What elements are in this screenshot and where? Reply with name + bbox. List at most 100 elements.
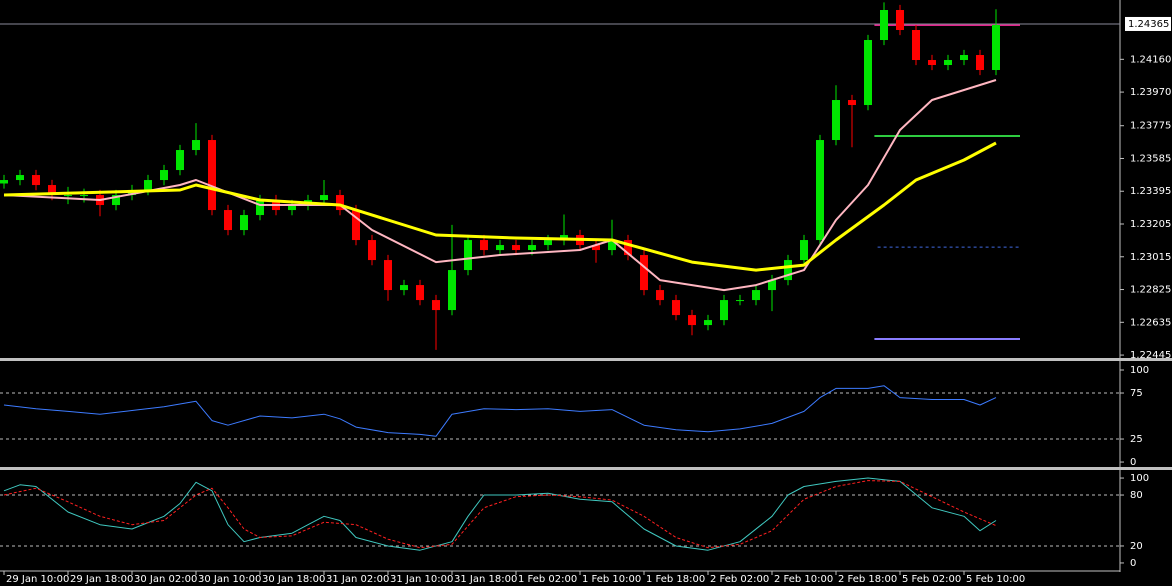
candle-body	[704, 320, 712, 326]
candle-body	[384, 260, 392, 291]
x-tick-label: 29 Jan 10:00	[6, 574, 69, 585]
indicator-line	[3, 385, 997, 437]
candle-body	[336, 195, 344, 211]
x-tick-label: 30 Jan 18:00	[262, 574, 325, 585]
candle-body	[656, 290, 664, 301]
candle-body	[992, 25, 1000, 71]
candle-body	[432, 300, 440, 311]
y-tick-label: 0	[1130, 558, 1136, 569]
x-tick-label: 2 Feb 18:00	[838, 574, 897, 585]
candle-body	[608, 240, 616, 251]
candle-body	[0, 180, 8, 184]
candle-body	[144, 180, 152, 191]
x-tick-label: 5 Feb 10:00	[966, 574, 1025, 585]
y-tick-label: 1.23775	[1130, 121, 1171, 132]
candle-body	[368, 240, 376, 261]
candle-body	[944, 60, 952, 66]
candle-body	[720, 300, 728, 321]
x-tick-label: 31 Jan 18:00	[454, 574, 517, 585]
candle-body	[448, 270, 456, 311]
candle-body	[480, 240, 488, 251]
candle-body	[64, 195, 72, 197]
candle-body	[176, 150, 184, 171]
candle-body	[624, 240, 632, 256]
y-tick-label: 20	[1130, 541, 1143, 552]
candle-body	[208, 140, 216, 211]
candle-body	[800, 240, 808, 261]
candle-body	[736, 300, 744, 302]
candle-body	[352, 210, 360, 241]
candle-body	[320, 195, 328, 201]
candle-body	[688, 315, 696, 326]
candle-body	[832, 100, 840, 141]
candle-body	[768, 280, 776, 291]
x-tick-label: 2 Feb 10:00	[774, 574, 833, 585]
candle-body	[32, 175, 40, 186]
candle-body	[240, 215, 248, 231]
x-tick-label: 5 Feb 02:00	[902, 574, 961, 585]
x-tick-label: 2 Feb 02:00	[710, 574, 769, 585]
x-tick-label: 1 Feb 10:00	[582, 574, 641, 585]
x-tick-label: 31 Jan 02:00	[326, 574, 389, 585]
candle-body	[544, 240, 552, 246]
y-tick-label: 1.22445	[1130, 350, 1171, 361]
candle-body	[848, 100, 856, 106]
candle-body	[512, 245, 520, 251]
x-tick-label: 1 Feb 18:00	[646, 574, 705, 585]
candle-body	[288, 205, 296, 211]
candle-body	[912, 30, 920, 61]
candle-body	[592, 245, 600, 251]
y-tick-label: 75	[1130, 388, 1143, 399]
candle-body	[672, 300, 680, 316]
candle-body	[896, 10, 904, 31]
moving-average	[3, 79, 997, 292]
candle-body	[224, 210, 232, 231]
y-tick-label: 1.24160	[1130, 54, 1171, 65]
candle-body	[496, 245, 504, 251]
y-tick-label: 1.22825	[1130, 285, 1171, 296]
x-tick-label: 30 Jan 02:00	[134, 574, 197, 585]
y-tick-label: 1.22635	[1130, 317, 1171, 328]
candle-body	[976, 55, 984, 71]
y-tick-label: 25	[1130, 434, 1143, 445]
candle-body	[16, 175, 24, 181]
candle-body	[112, 195, 120, 206]
candle-body	[464, 240, 472, 271]
x-tick-label: 30 Jan 10:00	[198, 574, 261, 585]
candle-body	[752, 290, 760, 301]
moving-average	[3, 141, 997, 272]
x-tick-label: 29 Jan 18:00	[70, 574, 133, 585]
candle-body	[880, 10, 888, 41]
y-tick-label: 1.23585	[1130, 153, 1171, 164]
y-tick-label: 1.23205	[1130, 219, 1171, 230]
x-tick-label: 31 Jan 10:00	[390, 574, 453, 585]
candle-body	[48, 185, 56, 196]
indicator-line	[3, 480, 997, 549]
y-tick-label: 1.23970	[1130, 87, 1171, 98]
y-tick-label: 100	[1130, 473, 1149, 484]
candle-body	[784, 260, 792, 281]
y-tick-label: 1.23395	[1130, 186, 1171, 197]
current-price-box	[1125, 16, 1171, 31]
candle-body	[400, 285, 408, 291]
candle-body	[816, 140, 824, 241]
x-tick-label: 1 Feb 02:00	[518, 574, 577, 585]
y-tick-label: 100	[1130, 365, 1149, 376]
candle-body	[528, 245, 536, 251]
y-tick-label: 1.23015	[1130, 252, 1171, 263]
y-tick-label: 0	[1130, 457, 1136, 468]
y-tick-label: 80	[1130, 490, 1143, 501]
candle-body	[640, 255, 648, 291]
panel-separator	[0, 358, 1172, 361]
candle-body	[960, 55, 968, 61]
candle-body	[416, 285, 424, 301]
indicator-line	[3, 477, 997, 551]
candle-body	[192, 140, 200, 151]
candle-body	[928, 60, 936, 66]
current-price-label: 1.24365	[1128, 19, 1169, 30]
panel-separator	[0, 467, 1172, 470]
candle-body	[864, 40, 872, 106]
